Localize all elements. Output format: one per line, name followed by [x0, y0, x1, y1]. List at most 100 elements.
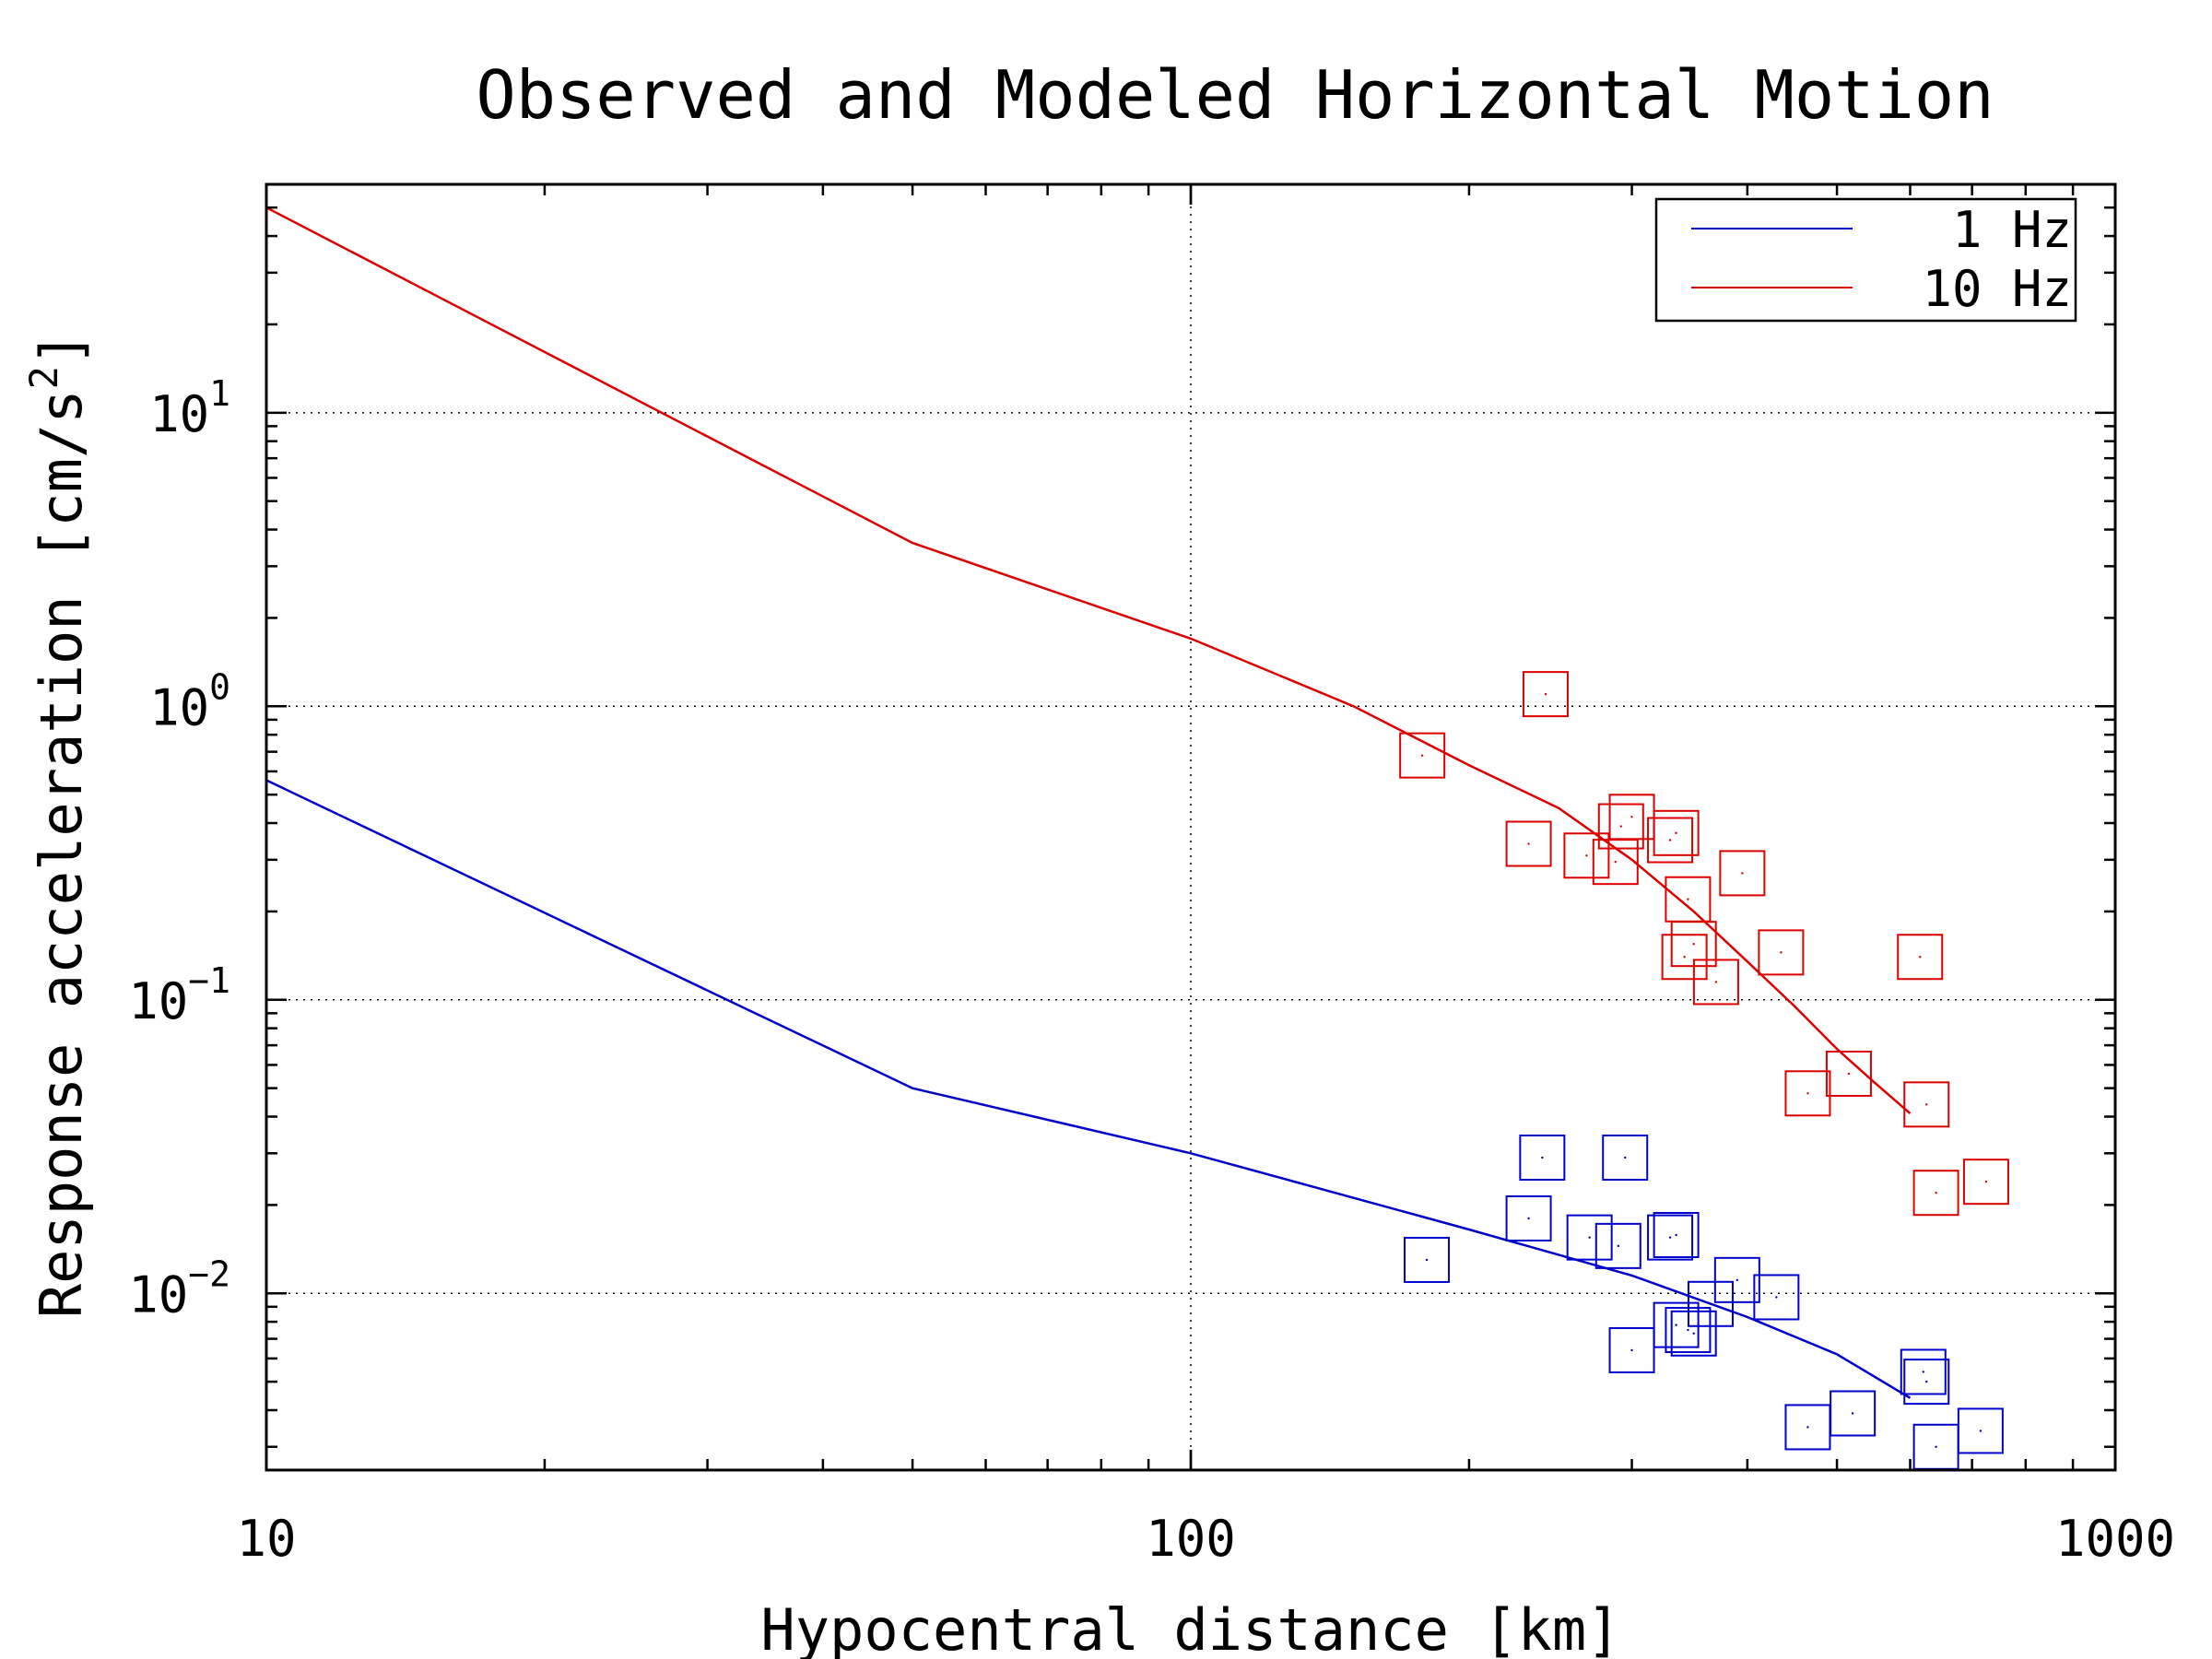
observed-point-center-10hz	[1675, 831, 1677, 835]
observed-point-center-1hz	[1541, 1156, 1544, 1159]
model-line-1hz	[265, 779, 1912, 1399]
observed-point-center-1hz	[1775, 1296, 1778, 1299]
observed-point-1hz	[1713, 1256, 1760, 1303]
observed-point-center-10hz	[1692, 942, 1695, 946]
x-axis-label: Hypocentral distance [km]	[760, 1596, 1620, 1659]
observed-point-10hz	[1563, 832, 1610, 879]
observed-point-center-10hz	[1806, 1092, 1809, 1095]
observed-point-center-1hz	[1675, 1233, 1677, 1237]
observed-point-center-10hz	[1741, 872, 1744, 875]
y-tick-base: 10	[149, 678, 209, 736]
observed-point-10hz	[1897, 934, 1944, 981]
observed-point-1hz	[1900, 1348, 1947, 1395]
observed-point-center-1hz	[1425, 1258, 1429, 1262]
y-tick-label: 101	[149, 373, 230, 443]
observed-point-center-1hz	[1979, 1430, 1983, 1432]
observed-point-1hz	[1608, 1326, 1655, 1373]
observed-point-10hz	[1784, 1070, 1831, 1117]
observed-point-center-1hz	[1735, 1278, 1739, 1282]
observed-point-center-1hz	[1925, 1380, 1928, 1383]
observed-point-10hz	[1719, 850, 1766, 897]
model-line-10hz	[265, 206, 1912, 1115]
observed-point-1hz	[1670, 1310, 1717, 1357]
observed-point-1hz	[1753, 1274, 1800, 1321]
observed-point-10hz	[1505, 820, 1552, 867]
y-tick-exp: −2	[188, 1253, 230, 1294]
observed-point-center-1hz	[1935, 1445, 1937, 1448]
y-axis-label-main: Response acceleration [cm/s	[28, 389, 95, 1318]
observed-point-10hz	[1692, 959, 1739, 1006]
observed-point-1hz	[1687, 1280, 1734, 1327]
observed-point-1hz	[1653, 1301, 1700, 1348]
y-axis-label-end: ]	[28, 332, 95, 366]
observed-point-1hz	[1519, 1134, 1566, 1181]
y-tick-exp: 1	[209, 373, 230, 414]
y-tick-exp: 0	[209, 666, 230, 707]
observed-point-10hz	[1758, 929, 1805, 976]
grid-lines	[266, 184, 2115, 1470]
observed-point-center-10hz	[1683, 956, 1686, 959]
observed-point-center-10hz	[1614, 860, 1617, 864]
observed-point-10hz	[1912, 1170, 1959, 1217]
y-axis-label-sup: 2	[21, 366, 66, 389]
observed-point-10hz	[1653, 809, 1700, 856]
observed-point-center-10hz	[1619, 825, 1622, 828]
observed-point-1hz	[1602, 1134, 1649, 1181]
y-tick-label: 10−2	[128, 1253, 230, 1324]
y-tick-base: 10	[128, 972, 188, 1030]
observed-point-center-1hz	[1588, 1236, 1591, 1239]
y-tick-base: 10	[128, 1265, 188, 1324]
y-tick-label: 10−1	[128, 960, 230, 1030]
y-tick-base: 10	[149, 385, 209, 443]
observed-point-10hz	[1962, 1159, 2009, 1206]
observed-point-center-1hz	[1617, 1244, 1619, 1248]
y-axis-label: Response acceleration [cm/s2]	[21, 332, 95, 1318]
observed-point-1hz	[1505, 1194, 1552, 1241]
observed-point-1hz	[1903, 1359, 1950, 1406]
observed-point-center-10hz	[1630, 816, 1633, 818]
observed-point-center-10hz	[1544, 692, 1547, 696]
observed-point-center-10hz	[1780, 951, 1783, 954]
observed-point-10hz	[1903, 1081, 1950, 1128]
tick-marks	[265, 182, 2117, 1470]
observed-point-center-1hz	[1624, 1156, 1627, 1159]
observed-point-center-1hz	[1668, 1236, 1672, 1239]
observed-point-center-1hz	[1630, 1348, 1633, 1352]
observed-point-10hz	[1522, 671, 1569, 718]
observed-point-center-10hz	[1925, 1103, 1928, 1106]
observed-point-center-1hz	[1527, 1217, 1530, 1220]
observed-point-10hz	[1399, 732, 1446, 779]
legend-label-1hz: 1 Hz	[1952, 201, 2072, 259]
observed-point-center-10hz	[1847, 1072, 1851, 1076]
observed-point-center-10hz	[1420, 754, 1424, 757]
chart-title: Observed and Modeled Horizontal Motion	[476, 56, 1994, 134]
observed-point-10hz	[1597, 803, 1644, 850]
y-tick-exp: −1	[188, 960, 230, 1001]
x-tick-label: 10	[236, 1510, 296, 1568]
observed-point-10hz	[1661, 934, 1708, 981]
series-layer	[265, 206, 2009, 1470]
observed-point-center-1hz	[1851, 1412, 1854, 1415]
x-tick-label: 1000	[2055, 1510, 2175, 1568]
observed-point-1hz	[1647, 1214, 1694, 1261]
observed-point-1hz	[1404, 1236, 1451, 1283]
observed-point-center-10hz	[1935, 1192, 1937, 1194]
y-tick-label: 100	[149, 666, 230, 736]
observed-point-10hz	[1825, 1050, 1872, 1097]
observed-point-center-1hz	[1692, 1332, 1695, 1335]
observed-point-center-1hz	[1687, 1328, 1689, 1332]
observed-point-1hz	[1957, 1407, 2004, 1454]
observed-point-center-1hz	[1806, 1426, 1809, 1429]
observed-point-1hz	[1830, 1390, 1877, 1437]
observed-point-center-10hz	[1668, 839, 1672, 841]
legend: 1 Hz 10 Hz	[1654, 197, 2077, 323]
observed-point-center-10hz	[1919, 956, 1922, 959]
observed-point-center-10hz	[1687, 898, 1689, 900]
observed-point-center-10hz	[1527, 842, 1530, 845]
legend-box	[1654, 197, 2077, 323]
observed-point-10hz	[1647, 817, 1694, 864]
observed-point-center-1hz	[1922, 1371, 1924, 1373]
observed-point-1hz	[1594, 1222, 1641, 1269]
